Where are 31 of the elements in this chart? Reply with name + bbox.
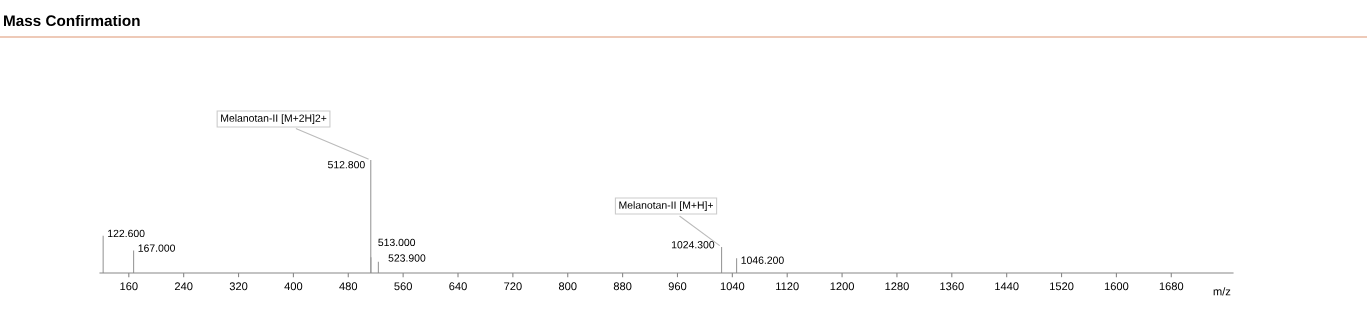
- annotation: 523.900: [388, 254, 426, 262]
- annotation: 1024.300: [671, 241, 715, 249]
- x-tick-label: 1520: [1050, 282, 1074, 291]
- x-tick-label: 1600: [1104, 282, 1129, 291]
- annotation: 512.800: [327, 160, 365, 169]
- x-tick-label: 560: [394, 282, 412, 291]
- x-tick-label: 1040: [720, 282, 745, 291]
- annotation: Melanotan-II [M+H]+: [619, 201, 713, 211]
- x-tick-label: 240: [174, 282, 193, 291]
- x-tick-label: 160: [120, 282, 138, 291]
- x-axis-title: m/z: [1213, 287, 1231, 296]
- x-tick-label: 1120: [776, 282, 799, 291]
- x-tick-label: 800: [558, 282, 577, 291]
- x-tick-label: 1440: [995, 282, 1019, 291]
- x-tick-label: 720: [504, 282, 522, 291]
- chart-title: Mass Confirmation: [4, 14, 140, 27]
- x-tick-label: 1360: [940, 282, 964, 291]
- annotation: 167.000: [138, 244, 176, 252]
- x-tick-label: 640: [449, 282, 467, 291]
- annotation: 513.000: [378, 238, 416, 247]
- x-tick-label: 1200: [830, 282, 854, 291]
- x-tick-label: 320: [229, 282, 248, 291]
- annotation: 122.600: [108, 229, 145, 238]
- x-tick-label: 1680: [1159, 282, 1184, 291]
- x-tick-label: 1280: [885, 282, 909, 291]
- x-tick-label: 480: [339, 282, 358, 291]
- annotation: 1046.200: [741, 256, 784, 264]
- x-tick-label: 400: [284, 282, 303, 291]
- annotation: Melanotan-II [M+2H]2+: [221, 114, 327, 124]
- x-tick-label: 960: [668, 282, 687, 291]
- x-tick-label: 880: [613, 282, 632, 291]
